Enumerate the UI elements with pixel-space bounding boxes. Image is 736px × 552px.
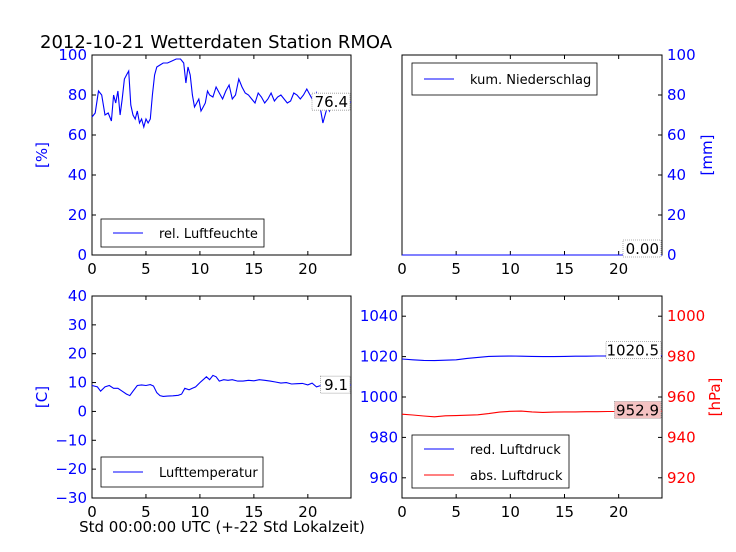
x-tick-label: 5 [451,260,461,278]
y-tick-label: 40 [68,166,87,184]
y-axis-label: [mm] [698,135,716,176]
y-tick-label: 100 [58,46,87,64]
temperature-panel: 0 5 10 15 20 −30 −20 −10 0 10 20 30 40 [C] 9.1 Lufttemp… [33,287,352,521]
y-tick-label: 0 [77,246,87,264]
x-tick-label: 20 [609,260,628,278]
y-tick-label-left: 960 [369,469,398,487]
x-tick-label: 0 [397,503,407,521]
x-tick-label: 15 [244,260,263,278]
y-tick-label-right: 980 [667,348,696,366]
series-line-rel--luftfeuchte [91,58,352,130]
x-tick-label: 10 [501,260,520,278]
y-tick-label-left: 1020 [360,348,398,366]
y-tick-label: 60 [68,126,87,144]
series-line-lufttemperatur [91,374,352,397]
y-tick-label-left: 1000 [360,388,398,406]
humidity-panel: 0 5 10 15 20 0 20 40 60 80 100 [%] 76.4 rel. Luftfeuc… [33,46,352,278]
last-value-label: 76.4 [315,93,348,111]
y-axis-label: [C] [33,386,51,408]
last-value-label-box [622,239,662,258]
y-tick-label: 20 [68,345,87,363]
precipitation-panel: 0 5 10 15 20 0 20 40 60 80 100 [mm] 0.00 kum. Nieders… [397,46,716,278]
y-tick-label-left: 1040 [360,307,398,325]
x-tick-label: 5 [451,503,461,521]
y-tick-label-right: 940 [667,428,696,446]
x-axis-label: Std 00:00:00 UTC (+-22 Std Lokalzeit) [79,518,365,536]
x-tick-label: 15 [555,503,574,521]
x-tick-label: 0 [397,260,407,278]
x-tick-label: 20 [298,503,317,521]
y-tick-label-left: 980 [369,428,398,446]
legend-label: kum. Niederschlag [470,73,591,88]
last-value-label: 952.9 [616,401,659,419]
pressure-panel: 0 5 10 15 20 960 980 1000 1020 1040 920 940 960 980 10… [360,295,724,521]
x-tick-label: 5 [141,503,151,521]
last-value-label-box [614,400,662,419]
x-tick-label: 0 [87,260,97,278]
legend-label: red. Luftdruck [470,443,561,458]
legend-label: abs. Luftdruck [470,469,563,484]
last-value-label-box [320,375,351,394]
y-tick-label: −20 [55,460,87,478]
y-tick-label: 20 [68,206,87,224]
x-tick-label: 10 [190,503,209,521]
last-value-label: 9.1 [324,376,348,394]
x-tick-label: 10 [190,260,209,278]
x-tick-label: 20 [609,503,628,521]
x-tick-label: 5 [141,260,151,278]
y-tick-label: 80 [667,86,686,104]
y-tick-label: 40 [68,287,87,305]
last-value-label-box [605,341,662,359]
y-tick-label-right: 1000 [667,307,705,325]
y-tick-label: 0 [77,402,87,420]
y-tick-label: 40 [667,166,686,184]
y-tick-label: 60 [667,126,686,144]
y-axis-label: [hPa] [706,378,724,417]
legend-label: Lufttemperatur [159,466,258,481]
y-tick-label: −10 [55,431,87,449]
y-tick-label: 100 [667,46,696,64]
x-tick-label: 15 [555,260,574,278]
x-tick-label: 10 [501,503,520,521]
y-tick-label: 10 [68,374,87,392]
last-value-label: 1020.5 [607,342,660,360]
x-tick-label: 20 [298,260,317,278]
x-tick-label: 15 [244,503,263,521]
x-tick-label: 0 [87,503,97,521]
y-tick-label-right: 960 [667,388,696,406]
y-tick-label: 20 [667,206,686,224]
figure-title: 2012-10-21 Wetterdaten Station RMOA [40,32,393,53]
legend-label: rel. Luftfeuchte [159,227,258,242]
y-tick-label: 0 [667,246,677,264]
y-tick-label-right: 920 [667,469,696,487]
y-axis-label: [%] [33,142,51,168]
last-value-label-box [311,92,351,111]
legend-box [411,434,570,489]
y-tick-label: −30 [55,489,87,507]
y-tick-label: 80 [68,86,87,104]
y-tick-label: 30 [68,316,87,334]
last-value-label: 0.00 [626,240,659,258]
